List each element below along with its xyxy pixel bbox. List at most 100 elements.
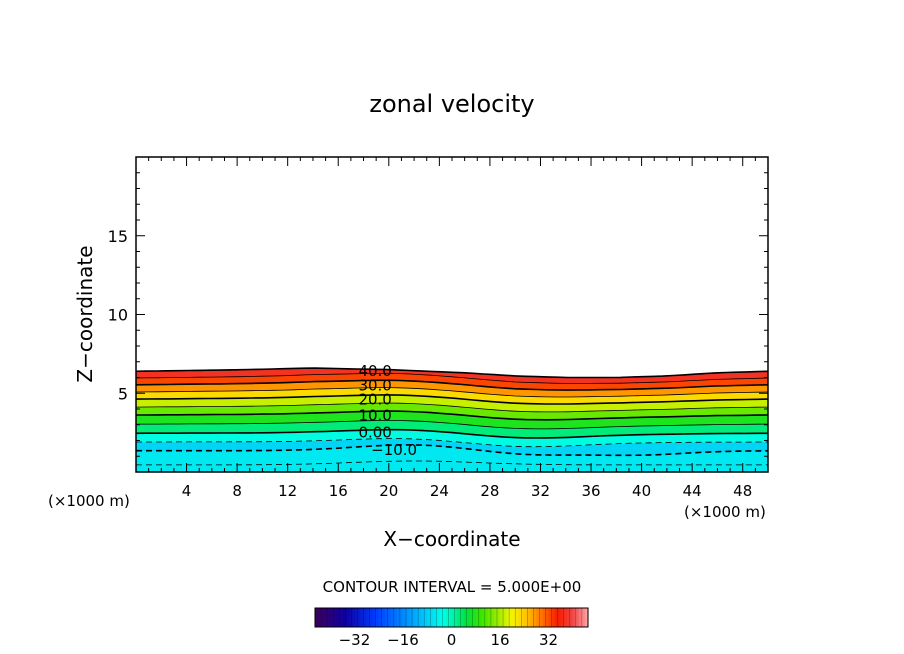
colorbar-cell [475, 608, 480, 627]
colorbar-cell [421, 608, 425, 627]
colorbar-cell [512, 608, 516, 627]
contour-label: 0.00 [358, 424, 391, 442]
contour-label: 10.0 [358, 406, 391, 424]
y-tick-label: 10 [108, 306, 128, 325]
colorbar-cell [542, 608, 547, 627]
colorbar-cell [378, 608, 383, 627]
contour-label: 20.0 [358, 391, 391, 409]
colorbar-cell [345, 608, 349, 627]
colorbar-cell [336, 608, 340, 627]
colorbar-cell [584, 608, 589, 627]
colorbar-cell [369, 608, 374, 627]
x-unit-right: (×1000 m) [684, 503, 766, 521]
colorbar-cell [315, 608, 319, 627]
colorbar-cell [509, 608, 513, 627]
colorbar-cell [457, 608, 462, 627]
colorbar-cell [318, 608, 322, 627]
colorbar-frame [314, 607, 589, 628]
colorbar-cell [539, 608, 544, 627]
colorbar-cell [545, 608, 550, 627]
colorbar-cell [357, 608, 362, 627]
colorbar-cell [366, 608, 371, 627]
x-tick-label: 32 [531, 482, 550, 500]
colorbar-cell [412, 608, 416, 627]
colorbar-cell [372, 608, 377, 627]
colorbar: −32 −16 0 16 32 [314, 607, 589, 649]
colorbar-cell [339, 608, 343, 627]
colorbar-cell [324, 608, 328, 627]
colorbar-cell [530, 608, 534, 627]
colorbar-cell [490, 608, 495, 627]
contour-line [135, 387, 769, 398]
colorbar-tick-label: 0 [447, 631, 457, 649]
colorbar-cell [563, 608, 568, 627]
x-tick-label: 16 [329, 482, 348, 500]
contour-line [135, 379, 769, 391]
colorbar-cell [321, 608, 325, 627]
colorbar-cell [387, 608, 392, 627]
colorbar-cell [554, 608, 559, 627]
colorbar-cell [384, 608, 389, 627]
x-tick-label: 28 [480, 482, 499, 500]
colorbar-cell [497, 608, 501, 627]
contour-label: 30.0 [358, 376, 391, 394]
colorbar-cell [487, 608, 492, 627]
colorbar-cell [390, 608, 395, 627]
colorbar-cell [460, 608, 465, 627]
colorbar-cell [427, 608, 431, 627]
colorbar-cell [436, 608, 440, 627]
colorbar-cell [518, 608, 522, 627]
colorbar-cell [515, 608, 519, 627]
x-tick-label: 20 [379, 482, 398, 500]
x-tick-label: 12 [278, 482, 297, 500]
colorbar-cell [521, 608, 525, 627]
contour-line [136, 410, 769, 421]
colorbar-cell [557, 608, 562, 627]
colorbar-cell [524, 608, 528, 627]
colorbar-cell [418, 608, 422, 627]
colorbar-cell [433, 608, 437, 627]
contour-line [135, 372, 769, 384]
x-tick-label: 4 [182, 482, 192, 500]
chart-title: zonal velocity [369, 90, 534, 118]
colorbar-cell [572, 608, 577, 627]
colorbar-cell [351, 608, 356, 627]
colorbar-cell [406, 608, 410, 627]
contour-line [136, 460, 768, 466]
colorbar-cell [575, 608, 580, 627]
colorbar-cell [375, 608, 380, 627]
y-ticks: 5 10 15 [108, 172, 768, 457]
colorbar-cell [430, 608, 434, 627]
colorbar-cell [381, 608, 386, 627]
colorbar-cell [481, 608, 486, 627]
x-ticks: 4 8 12 16 20 24 28 32 36 40 44 48 [148, 157, 756, 500]
colorbar-cell [342, 608, 346, 627]
colorbar-cell [333, 608, 337, 627]
colorbar-cell [463, 608, 468, 627]
contour-label: −10.0 [371, 441, 417, 459]
colorbar-cell [472, 608, 477, 627]
colorbar-cell [354, 608, 359, 627]
colorbar-cell [360, 608, 365, 627]
colorbar-cell [363, 608, 368, 627]
colorbar-cell [478, 608, 483, 627]
contour-label: 40.0 [358, 362, 391, 380]
colorbar-cell [445, 608, 450, 627]
y-axis-label: Z−coordinate [73, 245, 97, 382]
contour-label-layer: 40.030.020.010.00.00−10.0 [358, 362, 417, 459]
contour-line [135, 428, 768, 439]
colorbar-cell [330, 608, 334, 627]
contour-line [135, 402, 769, 413]
colorbar-cell [396, 608, 401, 627]
colorbar-cell [466, 608, 471, 627]
contour-line [136, 419, 769, 430]
x-tick-label: 40 [632, 482, 651, 500]
colorbar-cell [536, 608, 541, 627]
colorbar-tick-label: 32 [539, 631, 558, 649]
colorbar-cell [448, 608, 453, 627]
colorbar-cell [503, 608, 507, 627]
colorbar-cell [578, 608, 583, 627]
colorbar-cell [454, 608, 459, 627]
colorbar-cell [581, 608, 586, 627]
